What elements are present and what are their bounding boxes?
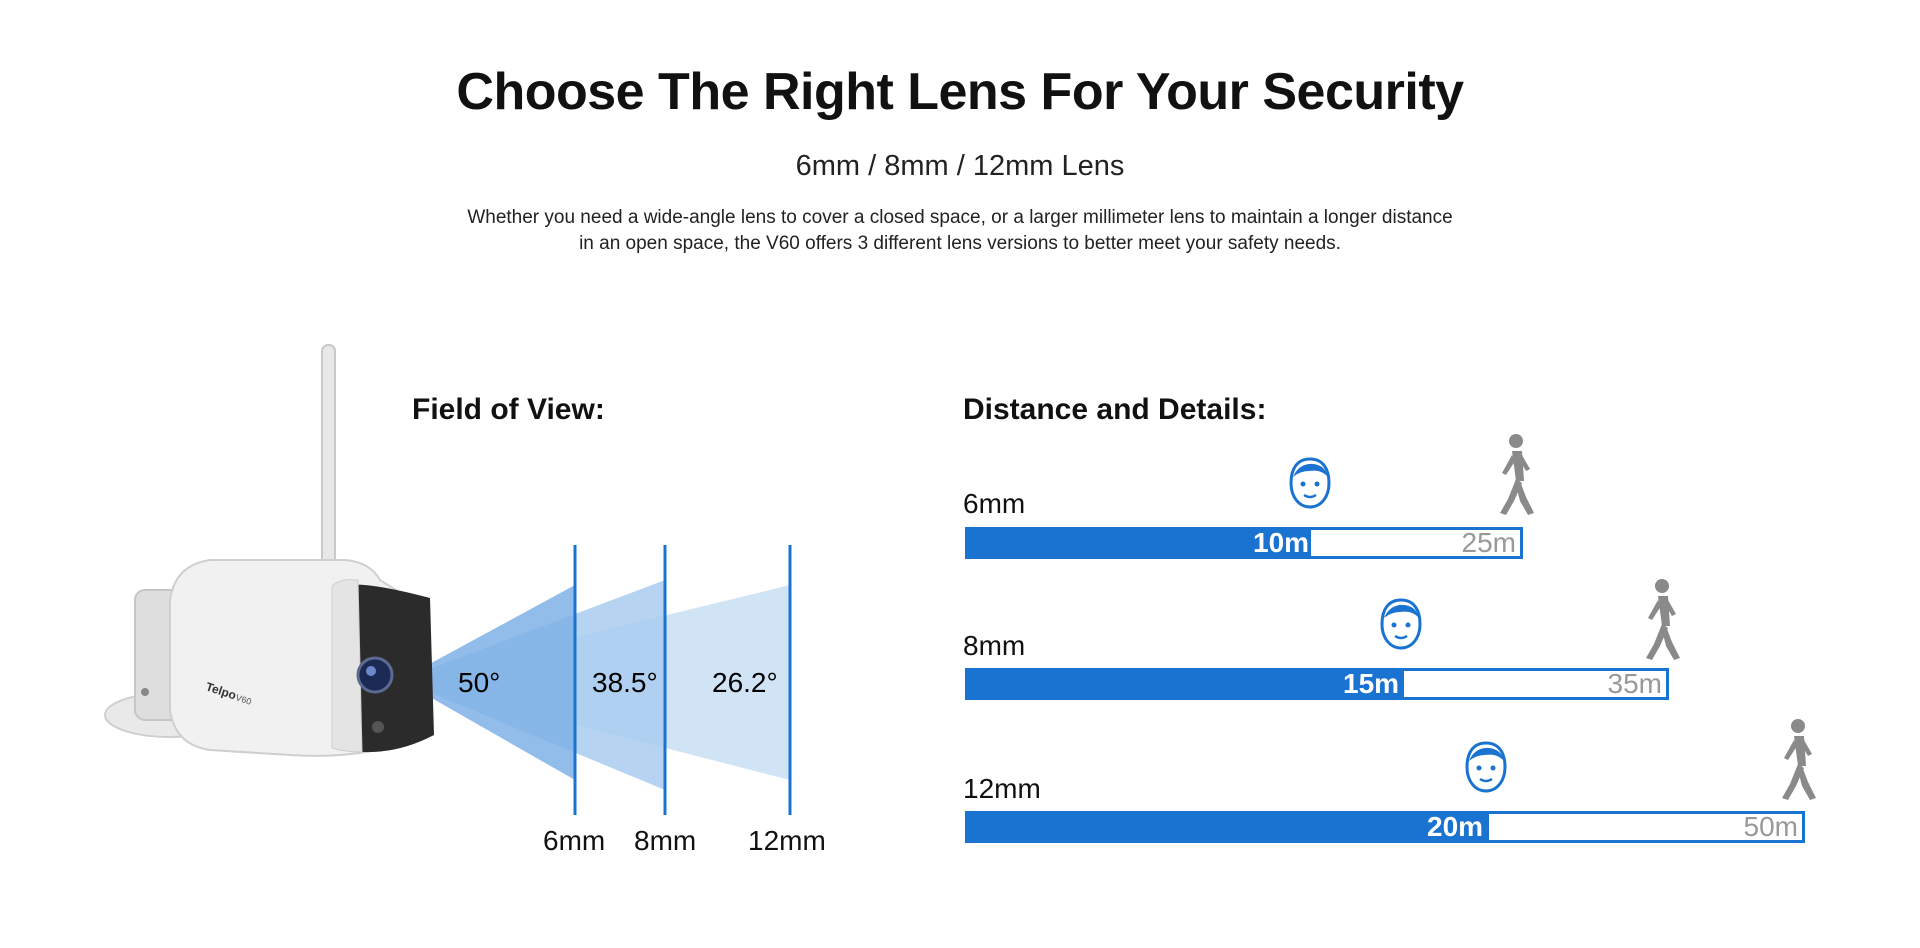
fov-lens-label-6mm: 6mm <box>543 825 606 856</box>
distance-bar-fill-8mm <box>968 671 1404 697</box>
description-line-1: Whether you need a wide-angle lens to co… <box>467 207 1453 228</box>
fov-beam-diagram: 50° 38.5° 26.2° <box>400 545 792 815</box>
distance-far-8mm: 35m <box>1607 668 1662 699</box>
page-subtitle: 6mm / 8mm / 12mm Lens <box>795 150 1125 182</box>
face-icon <box>1465 741 1507 793</box>
distance-near-8mm: 15m <box>1343 668 1400 699</box>
camera-lens <box>356 656 394 694</box>
distance-near-12mm: 20m <box>1427 811 1484 842</box>
description-line-2: in an open space, the V60 offers 3 diffe… <box>579 233 1341 254</box>
page-description: Whether you need a wide-angle lens to co… <box>430 205 1490 257</box>
walking-person-icon <box>1782 719 1816 800</box>
security-camera-image: Telpo V60 <box>104 344 434 757</box>
distance-row-label-8mm: 8mm <box>963 630 1026 661</box>
distance-far-12mm: 50m <box>1743 811 1798 842</box>
camera-model: V60 <box>234 692 252 706</box>
page-title: Choose The Right Lens For Your Security <box>456 63 1464 121</box>
face-icon <box>1289 457 1331 509</box>
fov-lens-label-12mm: 12mm <box>748 825 826 856</box>
fov-angle-6mm: 50° <box>458 667 500 698</box>
fov-section-title: Field of View: <box>412 393 605 426</box>
fov-angle-12mm: 26.2° <box>712 667 778 698</box>
distance-far-6mm: 25m <box>1461 527 1516 558</box>
distance-bar-12mm: 20m 50m <box>965 811 1805 843</box>
distance-bar-fill-6mm <box>968 530 1311 556</box>
fov-lens-label-8mm: 8mm <box>634 825 697 856</box>
fov-angle-8mm: 38.5° <box>592 667 658 698</box>
face-icon <box>1380 598 1422 650</box>
distance-bar-6mm: 10m 25m <box>965 527 1523 559</box>
walking-person-icon <box>1500 434 1534 515</box>
camera-antenna <box>321 344 336 591</box>
distance-bar-8mm: 15m 35m <box>965 668 1669 700</box>
distance-near-6mm: 10m <box>1253 527 1310 558</box>
walking-person-icon <box>1646 579 1680 660</box>
distance-section-title: Distance and Details: <box>963 393 1267 426</box>
distance-row-label-12mm: 12mm <box>963 773 1041 804</box>
distance-bar-fill-12mm <box>968 814 1489 840</box>
distance-row-label-6mm: 6mm <box>963 488 1026 519</box>
fov-beam-6mm <box>400 585 575 780</box>
